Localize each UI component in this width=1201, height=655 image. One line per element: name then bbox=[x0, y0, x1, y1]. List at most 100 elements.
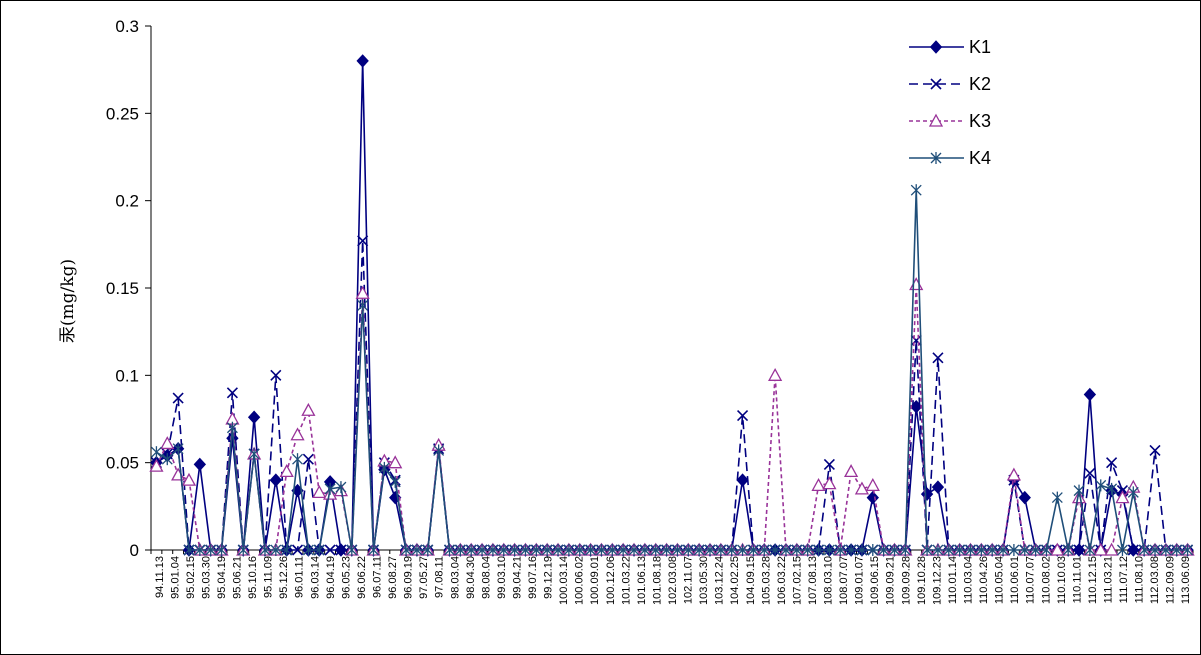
data-point-k2 bbox=[270, 369, 282, 381]
data-point-k4 bbox=[520, 544, 531, 556]
data-point-k2 bbox=[1149, 444, 1161, 457]
x-tick-label: 95.12.26 bbox=[278, 556, 290, 599]
marker-stroke bbox=[291, 544, 304, 556]
x-tick-label: 99.12.19 bbox=[543, 556, 555, 599]
data-point-k4 bbox=[1019, 544, 1031, 556]
data-point-k2 bbox=[932, 352, 944, 364]
data-point-k1 bbox=[931, 480, 945, 494]
x-tick-label: 103.05.30 bbox=[698, 556, 710, 605]
data-point-k4 bbox=[302, 544, 314, 556]
series-line-k3 bbox=[155, 283, 1188, 551]
legend-marker-k4 bbox=[930, 152, 942, 164]
data-point-k1 bbox=[1083, 387, 1097, 402]
data-point-k4 bbox=[216, 544, 228, 556]
data-point-k4 bbox=[943, 544, 955, 556]
data-point-k3 bbox=[768, 367, 783, 381]
data-point-k2 bbox=[736, 409, 749, 422]
data-point-k4 bbox=[693, 544, 705, 556]
marker-stroke bbox=[226, 387, 238, 399]
data-point-k4 bbox=[411, 544, 423, 556]
data-point-k3 bbox=[909, 277, 924, 291]
marker-stroke bbox=[1073, 544, 1085, 556]
x-tick-label: 98.03.04 bbox=[449, 556, 461, 599]
data-point-k4 bbox=[889, 544, 900, 556]
data-point-k1 bbox=[356, 54, 369, 68]
x-tick-label: 110.12.15 bbox=[1087, 556, 1099, 604]
x-tick-label: 110.01.14 bbox=[947, 556, 959, 604]
data-point-k4 bbox=[682, 544, 694, 556]
x-tick-labels: 94.11.13 95.01.04 95.02.15 95.03.30 95.04.19… bbox=[154, 556, 1192, 605]
marker-stroke bbox=[910, 334, 922, 346]
x-tick-label: 97.08.11 bbox=[434, 556, 446, 598]
data-point-k4 bbox=[845, 544, 857, 556]
x-tick-label: 95.03.30 bbox=[200, 556, 212, 599]
data-point-k2 bbox=[1127, 544, 1139, 556]
data-point-k3 bbox=[312, 485, 327, 499]
data-point-k4 bbox=[1106, 482, 1118, 495]
y-tick-label: 0.05 bbox=[106, 454, 139, 473]
data-point-k2 bbox=[357, 235, 369, 247]
data-point-k2 bbox=[172, 392, 184, 404]
legend-label-k1: K1 bbox=[969, 37, 991, 57]
data-point-k4 bbox=[932, 544, 944, 556]
data-point-k1 bbox=[247, 410, 261, 424]
data-point-k1 bbox=[193, 457, 207, 472]
data-point-k1 bbox=[269, 473, 283, 487]
data-point-k3 bbox=[279, 464, 294, 478]
data-point-k4 bbox=[292, 453, 303, 466]
data-point-k2 bbox=[823, 458, 835, 470]
data-point-k4 bbox=[758, 544, 770, 556]
marker-stroke bbox=[270, 369, 282, 381]
data-point-k4 bbox=[1182, 544, 1194, 556]
x-tick-label: 110.06.01 bbox=[1009, 556, 1021, 604]
x-tick-label: 110.05.04 bbox=[994, 556, 1006, 604]
x-tick-label: 100.12.06 bbox=[605, 556, 617, 605]
data-point-k4 bbox=[747, 544, 759, 556]
data-point-k4 bbox=[389, 475, 401, 488]
data-point-k3 bbox=[865, 478, 880, 492]
data-point-k4 bbox=[324, 482, 336, 495]
series-k4 bbox=[150, 184, 1194, 556]
data-point-k4 bbox=[585, 544, 597, 556]
x-tick-label: 103.12.24 bbox=[714, 556, 726, 605]
data-point-k4 bbox=[444, 544, 455, 556]
data-point-k4 bbox=[346, 544, 358, 556]
x-tick-label: 110.03.04 bbox=[962, 556, 974, 604]
data-point-k4 bbox=[921, 544, 933, 556]
data-point-k4 bbox=[368, 544, 379, 556]
x-tick-label: 96.04.19 bbox=[325, 556, 337, 599]
data-point-k4 bbox=[422, 544, 434, 556]
data-point-k4 bbox=[965, 544, 976, 556]
x-tick-label: 99.07.16 bbox=[527, 556, 539, 599]
series-line-k2 bbox=[155, 240, 1188, 551]
data-point-k3 bbox=[1093, 542, 1108, 556]
data-point-k4 bbox=[671, 544, 683, 556]
data-point-k4 bbox=[498, 544, 510, 556]
x-tick-label: 100.06.02 bbox=[574, 556, 586, 605]
marker-stroke bbox=[823, 458, 835, 470]
x-tick-label: 101.08.18 bbox=[651, 556, 663, 605]
data-point-k4 bbox=[1084, 544, 1096, 556]
y-tick-label: 0.25 bbox=[106, 104, 139, 123]
data-point-k4 bbox=[487, 544, 499, 556]
marker-stroke bbox=[1106, 457, 1118, 469]
x-tick-label: 112.03.08 bbox=[1149, 556, 1161, 604]
data-point-k4 bbox=[910, 184, 922, 197]
data-point-k2 bbox=[324, 544, 336, 556]
data-point-k3 bbox=[160, 436, 175, 450]
x-tick-label: 96.05.23 bbox=[340, 556, 352, 599]
data-point-k4 bbox=[1062, 544, 1074, 556]
data-point-k4 bbox=[248, 447, 260, 460]
data-point-k4 bbox=[574, 544, 586, 556]
data-point-k4 bbox=[1127, 486, 1139, 499]
data-point-k4 bbox=[1051, 491, 1063, 504]
x-tick-label: 109.09.28 bbox=[900, 556, 912, 605]
data-point-k4 bbox=[617, 544, 629, 556]
data-point-k4 bbox=[183, 544, 195, 556]
axes: 0 0.05 0.1 0.15 0.2 0.25 0.3 bbox=[106, 17, 1194, 560]
data-point-k4 bbox=[1041, 544, 1052, 556]
x-tick-label: 110.04.26 bbox=[978, 556, 990, 604]
x-tick-label: 109.06.15 bbox=[869, 556, 881, 605]
x-tick-label: 95.04.19 bbox=[216, 556, 228, 599]
data-point-k4 bbox=[563, 544, 575, 556]
